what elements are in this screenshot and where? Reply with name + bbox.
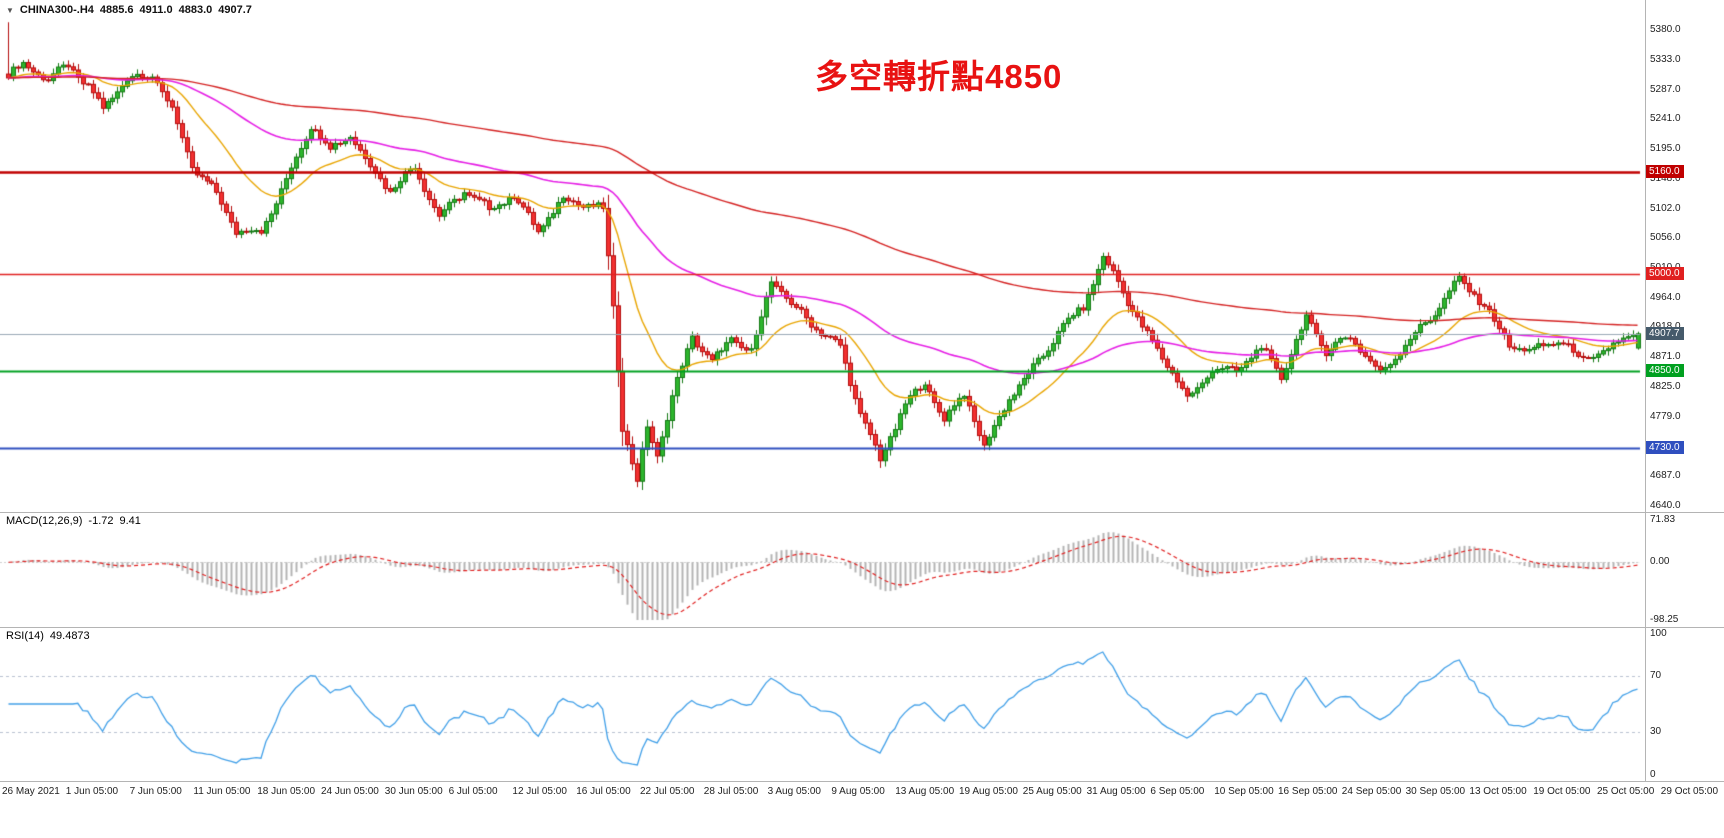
- current-price-badge: 4907.7: [1646, 326, 1684, 340]
- quote-low: 4883.0: [178, 4, 213, 16]
- price-tick-label: 5380.0: [1650, 24, 1681, 35]
- rsi-axis-label: 100: [1650, 628, 1667, 639]
- price-tick-label: 5287.0: [1650, 83, 1681, 95]
- macd-chart-canvas[interactable]: [0, 513, 1724, 626]
- symbol-name: CHINA300-.H4: [19, 4, 94, 16]
- rsi-axis-label: 0: [1650, 769, 1656, 780]
- time-axis-label: 6 Sep 05:00: [1150, 786, 1205, 797]
- level-price-badge: 5160.0: [1646, 164, 1684, 178]
- time-axis-label: 19 Aug 05:00: [959, 786, 1018, 797]
- price-tick-label: 5056.0: [1650, 232, 1681, 244]
- panel-separator: [0, 781, 1724, 782]
- rsi-chart-canvas[interactable]: [0, 628, 1724, 780]
- time-axis-label: 6 Jul 05:00: [448, 786, 498, 797]
- time-axis-label: 25 Aug 05:00: [1022, 786, 1082, 797]
- symbol-caret-icon[interactable]: ▼: [6, 5, 14, 15]
- panel-separator: [0, 627, 1724, 628]
- time-axis-label: 19 Oct 05:00: [1533, 786, 1591, 797]
- rsi-current-value: 49.4873: [49, 630, 90, 642]
- macd-signal-value: 9.41: [119, 515, 141, 527]
- time-axis-label: 28 Jul 05:00: [703, 786, 759, 797]
- time-axis-label: 16 Jul 05:00: [576, 786, 631, 797]
- quote-high: 4911.0: [139, 4, 173, 16]
- rsi-indicator-panel: RSI(14) 49.4873 100 70 30 0: [0, 628, 1724, 780]
- macd-indicator-panel: MACD(12,26,9) -1.72 9.41 71.83 0.00 -98.25: [0, 513, 1724, 626]
- time-axis-label: 12 Jul 05:00: [512, 786, 567, 797]
- level-price-badge: 4850.0: [1646, 363, 1684, 377]
- price-tick-label: 4779.0: [1650, 410, 1681, 422]
- time-axis[interactable]: 26 May 2021 1 Jun 05:00 7 Jun 05:00 11 Jun …: [0, 782, 1724, 802]
- time-axis-label: 22 Jul 05:00: [640, 786, 695, 797]
- price-tick-label: 4918.0: [1650, 321, 1681, 332]
- macd-axis-label: 0.00: [1650, 556, 1670, 568]
- price-chart-panel: ▼ CHINA300-.H4 4885.6 4911.0 4883.0 4907…: [0, 0, 1724, 512]
- time-axis-label: 10 Sep 05:00: [1214, 786, 1274, 797]
- time-axis-label: 9 Aug 05:00: [831, 786, 885, 797]
- candlestick-chart-canvas[interactable]: [0, 0, 1724, 512]
- level-price-badge: 5000.0: [1646, 267, 1684, 281]
- time-axis-label: 13 Oct 05:00: [1469, 786, 1527, 797]
- macd-label: MACD(12,26,9) -1.72 9.41: [6, 515, 141, 527]
- time-axis-label: 25 Oct 05:00: [1597, 786, 1655, 797]
- price-tick-label: 5102.0: [1650, 202, 1681, 214]
- time-axis-label: 24 Sep 05:00: [1341, 786, 1402, 797]
- time-axis-label: 3 Aug 05:00: [767, 786, 821, 797]
- time-axis-label: 11 Jun 05:00: [193, 786, 251, 797]
- quote-open: 4885.6: [99, 4, 134, 16]
- rsi-name: RSI(14): [6, 630, 44, 642]
- macd-current-value: -1.72: [88, 515, 114, 527]
- price-tick-label: 5148.0: [1650, 173, 1681, 185]
- macd-axis-label: 71.83: [1650, 514, 1676, 525]
- time-axis-label: 30 Sep 05:00: [1405, 786, 1466, 797]
- time-axis-label: 26 May 2021: [2, 786, 60, 797]
- macd-axis-label: -98.25: [1650, 614, 1679, 625]
- time-axis-label: 16 Sep 05:00: [1278, 786, 1338, 797]
- axis-separator: [1645, 0, 1646, 781]
- price-tick-label: 5241.0: [1650, 113, 1681, 125]
- rsi-label: RSI(14) 49.4873: [6, 630, 90, 642]
- chart-annotation-text: 多空轉折點4850: [815, 58, 1063, 95]
- time-axis-label: 30 Jun 05:00: [384, 786, 443, 797]
- rsi-axis-label: 70: [1650, 669, 1662, 681]
- time-axis-label: 31 Aug 05:00: [1086, 786, 1146, 797]
- time-axis-label: 13 Aug 05:00: [895, 786, 955, 797]
- macd-name: MACD(12,26,9): [6, 515, 83, 527]
- price-tick-label: 4871.0: [1650, 351, 1681, 363]
- panel-separator: [0, 512, 1724, 513]
- time-axis-label: 7 Jun 05:00: [129, 786, 182, 797]
- time-axis-label: 29 Oct 05:00: [1660, 786, 1719, 797]
- quote-close: 4907.7: [218, 4, 252, 16]
- price-tick-label: 4640.0: [1650, 500, 1681, 511]
- time-axis-label: 18 Jun 05:00: [257, 786, 316, 797]
- time-axis-label: 24 Jun 05:00: [321, 786, 379, 797]
- price-tick-label: 4964.0: [1650, 291, 1681, 303]
- price-tick-label: 5195.0: [1650, 143, 1681, 154]
- level-price-badge: 4730.0: [1646, 441, 1684, 455]
- price-tick-label: 5333.0: [1650, 54, 1681, 66]
- rsi-axis-label: 30: [1650, 726, 1662, 738]
- price-tick-label: 4687.0: [1650, 469, 1681, 481]
- time-axis-label: 1 Jun 05:00: [65, 786, 119, 797]
- price-tick-label: 4825.0: [1650, 381, 1681, 392]
- symbol-quote-header: ▼ CHINA300-.H4 4885.6 4911.0 4883.0 4907…: [6, 4, 252, 16]
